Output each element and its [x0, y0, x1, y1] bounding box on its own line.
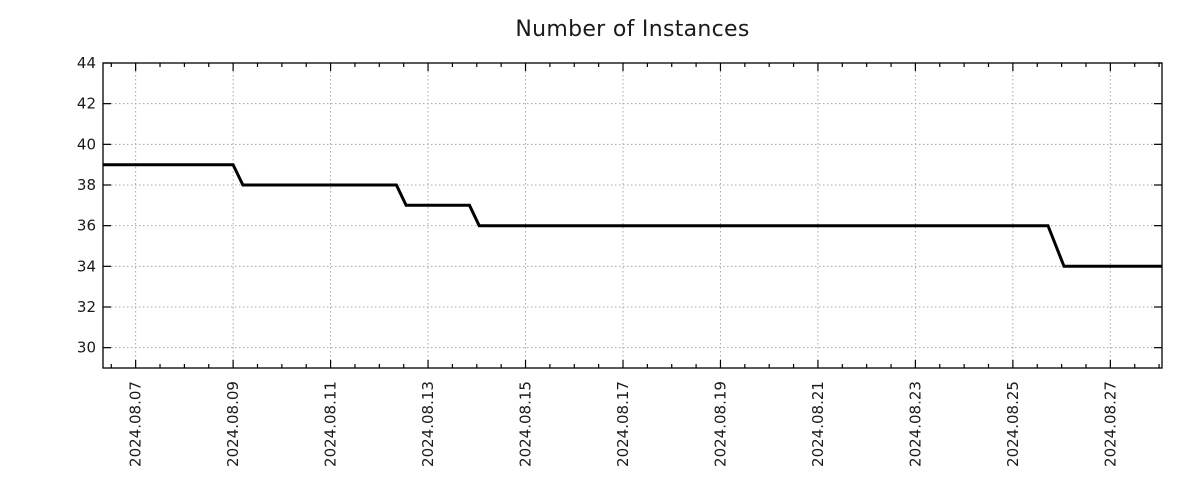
plot-border [102, 62, 1163, 369]
x-tick-label: 2024.08.09 [224, 381, 242, 467]
x-tick-label: 2024.08.15 [517, 381, 535, 467]
y-tick-label: 36 [77, 217, 96, 235]
y-tick-label: 34 [77, 257, 96, 275]
x-tick-label: 2024.08.07 [127, 381, 145, 467]
x-tick-label: 2024.08.23 [906, 381, 924, 467]
y-tick-label: 44 [77, 54, 96, 72]
x-tick-label: 2024.08.13 [419, 381, 437, 467]
x-tick-label: 2024.08.17 [614, 381, 632, 467]
y-tick-label: 30 [77, 339, 96, 357]
x-tick-label: 2024.08.19 [711, 381, 729, 467]
x-tick-label: 2024.08.27 [1101, 381, 1119, 467]
y-tick-label: 40 [77, 135, 96, 153]
chart-title: Number of Instances [515, 17, 750, 42]
x-tick-label: 2024.08.21 [809, 381, 827, 467]
y-tick-label: 42 [77, 95, 96, 113]
x-tick-label: 2024.08.11 [322, 381, 340, 467]
series-line-instances [103, 163, 1162, 268]
x-tick-label: 2024.08.25 [1004, 381, 1022, 467]
y-tick-label: 38 [77, 176, 96, 194]
y-tick-label: 32 [77, 298, 96, 316]
